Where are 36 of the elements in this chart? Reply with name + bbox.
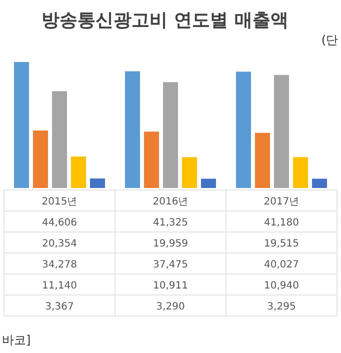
bar <box>125 71 140 188</box>
data-label: 10,911 <box>153 280 188 292</box>
bar <box>71 156 86 188</box>
bar <box>293 157 308 188</box>
data-label: 10,940 <box>264 280 299 292</box>
data-label: 3,367 <box>45 302 74 312</box>
bar <box>312 178 327 188</box>
data-label: 20,354 <box>42 238 77 250</box>
text: 바코] <box>2 333 31 347</box>
data-label: 34,278 <box>42 260 77 270</box>
x-tick-label: 2017년 <box>264 196 300 208</box>
bar <box>182 157 197 188</box>
text: (단 <box>321 33 338 47</box>
data-label: 41,325 <box>153 218 188 228</box>
bar <box>14 62 29 188</box>
data-label: 19,515 <box>264 238 299 250</box>
bar <box>33 130 48 188</box>
bar <box>201 178 216 188</box>
bar <box>163 82 178 188</box>
bar <box>90 178 105 188</box>
data-label: 40,027 <box>264 260 299 270</box>
data-label: 19,959 <box>153 238 188 250</box>
bar <box>274 74 289 188</box>
x-tick-label: 2016년 <box>152 196 188 208</box>
chart-title: 방송통신광고비 연도별 매출액 <box>42 10 288 31</box>
data-label: 37,475 <box>153 260 188 270</box>
x-tick-label: 2015년 <box>42 196 78 208</box>
data-label: 3,295 <box>267 302 296 312</box>
bar <box>255 132 270 188</box>
data-label: 3,290 <box>156 302 185 312</box>
data-label: 11,140 <box>42 280 77 292</box>
bar <box>52 91 67 188</box>
data-label: 41,180 <box>264 218 299 228</box>
bar <box>144 132 159 188</box>
data-label: 44,606 <box>42 218 77 228</box>
bar <box>236 72 251 188</box>
